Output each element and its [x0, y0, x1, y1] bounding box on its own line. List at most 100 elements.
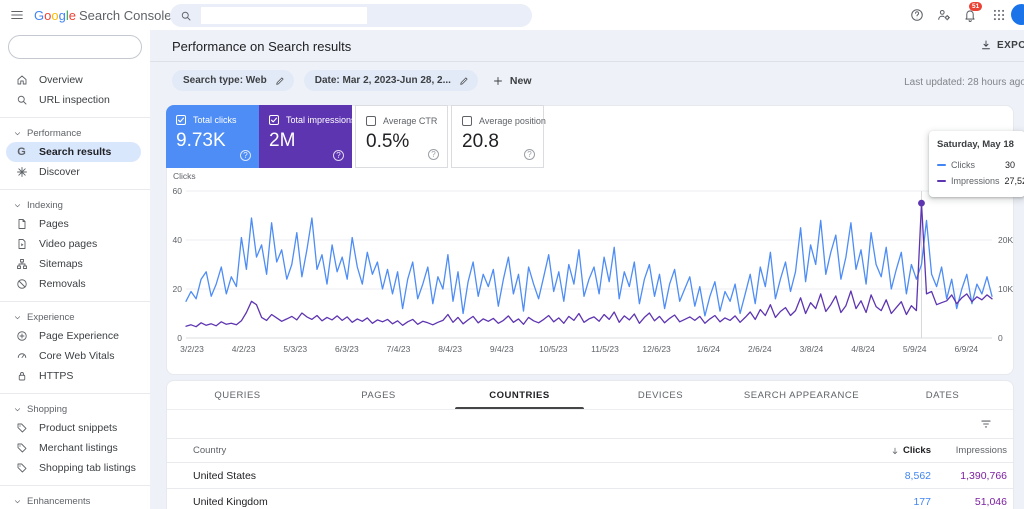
g-logo-icon: G — [17, 146, 26, 158]
search-type-filter-chip[interactable]: Search type: Web — [172, 70, 294, 91]
new-filter-button[interactable]: New — [492, 75, 532, 87]
user-settings-icon[interactable] — [937, 8, 951, 22]
metric-tile-average-ctr[interactable]: Average CTR 0.5%? — [355, 105, 448, 168]
google-logo-text: Google — [34, 8, 76, 23]
file-icon — [15, 218, 28, 230]
table-header-row: Country Clicks Impressions — [167, 438, 1013, 463]
svg-text:40: 40 — [173, 235, 183, 245]
tab-pages[interactable]: PAGES — [361, 389, 396, 401]
chevron-down-icon — [13, 201, 22, 210]
sidebar-item-video-pages[interactable]: Video pages — [0, 234, 150, 254]
metric-tile-average-position[interactable]: Average position 20.8? — [451, 105, 546, 168]
filter-rows-icon[interactable] — [979, 417, 993, 431]
menu-icon[interactable] — [10, 8, 24, 22]
tab-queries[interactable]: QUERIES — [214, 389, 261, 401]
svg-text:1/6/24: 1/6/24 — [696, 344, 720, 354]
sidebar-item-label: URL inspection — [39, 94, 110, 106]
global-search-bar[interactable] — [170, 4, 532, 27]
metric-value: 2M — [269, 130, 296, 151]
tab-dates[interactable]: DATES — [925, 389, 960, 401]
metric-label: Total impressions — [286, 115, 356, 125]
global-search-input[interactable] — [201, 7, 367, 24]
date-range-filter-chip[interactable]: Date: Mar 2, 2023-Jun 28, 2... — [303, 70, 478, 91]
sidebar-item-label: Removals — [39, 278, 86, 290]
last-updated-text: Last updated: 28 hours ago ( — [904, 77, 1024, 88]
sidebar-item-sitemaps[interactable]: Sitemaps — [0, 254, 150, 274]
export-label: EXPORT — [997, 39, 1024, 51]
svg-text:9/4/23: 9/4/23 — [490, 344, 514, 354]
sidebar-section-experience[interactable]: Experience — [0, 309, 150, 326]
account-avatar[interactable] — [1011, 4, 1024, 25]
performance-line-chart[interactable]: 0204060010K20K30KClicks3/2/234/2/235/3/2… — [167, 168, 1015, 376]
table-row[interactable]: United States 8,562 1,390,766 — [167, 463, 1013, 489]
property-selector[interactable] — [8, 35, 142, 59]
svg-text:Clicks: Clicks — [173, 171, 196, 181]
tab-search-appearance[interactable]: SEARCH APPEARANCE — [743, 389, 860, 401]
checkbox-icon[interactable] — [269, 115, 279, 125]
divider — [150, 61, 1024, 62]
notifications-icon[interactable]: 51 — [963, 2, 983, 22]
table-toolbar — [167, 410, 1013, 438]
sidebar-item-shopping-tab-listings[interactable]: Shopping tab listings — [0, 458, 150, 478]
metric-tile-total-impressions[interactable]: Total impressions 2M? — [259, 105, 356, 168]
help-icon[interactable]: ? — [428, 149, 439, 160]
sidebar-item-https[interactable]: HTTPS — [0, 366, 150, 386]
help-icon[interactable]: ? — [524, 149, 535, 160]
sidebar-section-enhancements[interactable]: Enhancements — [0, 493, 150, 509]
checkbox-icon[interactable] — [176, 115, 186, 125]
sidebar-item-page-experience[interactable]: Page Experience — [0, 326, 150, 346]
sidebar-item-label: Page Experience — [39, 330, 119, 342]
svg-text:2/6/24: 2/6/24 — [748, 344, 772, 354]
help-icon[interactable] — [910, 8, 924, 22]
plus-circle-icon — [15, 330, 28, 342]
sidebar-item-pages[interactable]: Pages — [0, 214, 150, 234]
sidebar-item-overview[interactable]: Overview — [0, 70, 150, 90]
notification-count-badge: 51 — [969, 2, 983, 11]
help-icon[interactable]: ? — [333, 150, 344, 161]
app-title: Search Console — [78, 8, 172, 23]
sidebar-item-merchant-listings[interactable]: Merchant listings — [0, 438, 150, 458]
impressions-column-header[interactable]: Impressions — [955, 445, 1007, 456]
checkbox-icon[interactable] — [366, 116, 376, 126]
tooltip-row: Impressions 27,528 — [937, 173, 1024, 189]
pencil-icon — [275, 76, 285, 86]
sidebar-section-indexing[interactable]: Indexing — [0, 197, 150, 214]
sort-descending-icon — [890, 446, 900, 456]
sidebar-item-search-results[interactable]: G Search results — [6, 142, 141, 162]
help-icon[interactable]: ? — [240, 150, 251, 161]
dimensions-table-card: QUERIES PAGES COUNTRIES DEVICES SEARCH APPEA… — [166, 380, 1014, 509]
sidebar-item-removals[interactable]: Removals — [0, 274, 150, 294]
tab-countries[interactable]: COUNTRIES — [449, 381, 590, 409]
svg-text:12/6/23: 12/6/23 — [642, 344, 671, 354]
sidebar-section-shopping[interactable]: Shopping — [0, 401, 150, 418]
clicks-cell: 177 — [913, 495, 931, 508]
plus-icon — [492, 75, 504, 87]
sidebar-item-core-web-vitals[interactable]: Core Web Vitals — [0, 346, 150, 366]
clicks-column-header[interactable]: Clicks — [811, 445, 931, 456]
series-name: Clicks — [951, 160, 975, 170]
checkbox-icon[interactable] — [462, 116, 472, 126]
sidebar-section-performance[interactable]: Performance — [0, 125, 150, 142]
sidebar-item-discover[interactable]: Discover — [0, 162, 150, 182]
metric-tile-total-clicks[interactable]: Total clicks 9.73K? — [166, 105, 259, 168]
sidebar-item-label: Pages — [39, 218, 69, 230]
export-button[interactable]: EXPORT — [980, 39, 1024, 51]
pencil-icon — [459, 76, 469, 86]
sidebar-item-label: Product snippets — [39, 422, 118, 434]
svg-text:5/9/24: 5/9/24 — [903, 344, 927, 354]
table-row[interactable]: United Kingdom 177 51,046 — [167, 489, 1013, 509]
sidebar-item-url-inspection[interactable]: URL inspection — [0, 90, 150, 110]
apps-grid-icon[interactable] — [992, 8, 1006, 22]
svg-text:10/5/23: 10/5/23 — [539, 344, 568, 354]
chart-tooltip: Saturday, May 18 Clicks 30 Impressions 27,5… — [929, 131, 1024, 197]
clicks-cell: 8,562 — [904, 469, 931, 482]
impressions-cell: 1,390,766 — [960, 469, 1007, 482]
tab-devices[interactable]: DEVICES — [637, 389, 684, 401]
g-icon: G — [15, 146, 28, 158]
country-column-header[interactable]: Country — [193, 445, 227, 456]
app-logo[interactable]: Google Search Console — [34, 8, 171, 23]
performance-chart-card: Total clicks 9.73K? Total impressions 2M? Av… — [166, 105, 1024, 376]
sidebar-item-label: Search results — [39, 146, 112, 158]
tooltip-date: Saturday, May 18 — [937, 139, 1014, 150]
sidebar-item-product-snippets[interactable]: Product snippets — [0, 418, 150, 438]
